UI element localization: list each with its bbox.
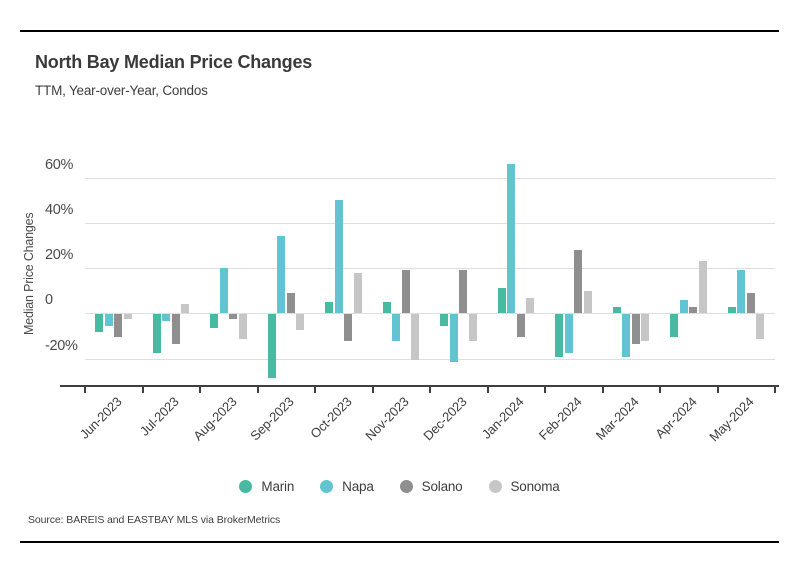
gridline: [85, 358, 775, 360]
bar-solano-mar-2024: [631, 314, 640, 344]
y-axis-title: Median Price Changes: [22, 212, 36, 336]
bar-napa-mar-2024: [622, 314, 631, 358]
bar-sonoma-jan-2024: [526, 297, 535, 314]
x-tick: [544, 387, 546, 393]
bar-solano-jun-2023: [114, 314, 123, 337]
bottom-divider: [20, 541, 779, 543]
x-tick: [256, 387, 259, 393]
bar-sonoma-may-2024: [756, 314, 765, 340]
x-tick: [601, 387, 604, 393]
bar-solano-dec-2023: [459, 270, 468, 314]
bar-marin-apr-2024: [670, 314, 678, 337]
bar-marin-mar-2024: [612, 306, 621, 314]
bar-sonoma-mar-2024: [641, 314, 650, 342]
bar-napa-jul-2023: [162, 314, 171, 322]
bar-marin-jun-2023: [95, 314, 103, 333]
top-divider: [20, 30, 779, 32]
gridline: [85, 177, 775, 179]
bar-napa-sep-2023: [277, 236, 286, 314]
bar-marin-oct-2023: [325, 302, 333, 314]
bar-sonoma-dec-2023: [468, 314, 477, 342]
bar-solano-feb-2024: [574, 250, 583, 314]
bar-marin-dec-2023: [440, 314, 448, 326]
bar-napa-apr-2024: [679, 299, 688, 314]
bar-marin-aug-2023: [210, 314, 218, 328]
x-tick: [486, 387, 489, 393]
bar-solano-sep-2023: [286, 292, 295, 314]
chart-subtitle: TTM, Year-over-Year, Condos: [35, 83, 208, 98]
bar-napa-aug-2023: [219, 268, 228, 314]
x-tick: [141, 387, 144, 393]
bar-napa-jun-2023: [104, 314, 113, 326]
x-tick: [84, 387, 86, 393]
bar-marin-jul-2023: [152, 314, 161, 353]
x-tick: [774, 387, 776, 393]
bar-sonoma-sep-2023: [296, 314, 305, 331]
bar-solano-jan-2024: [516, 314, 525, 337]
y-tick-label: 60%: [45, 156, 74, 173]
bar-solano-may-2024: [746, 292, 755, 314]
gridline: [85, 222, 775, 224]
legend-swatch-napa: [320, 480, 334, 493]
bar-napa-nov-2023: [392, 314, 401, 342]
x-tick: [199, 387, 201, 393]
x-tick: [659, 387, 661, 393]
legend-swatch-marin: [239, 480, 253, 493]
bar-solano-nov-2023: [401, 270, 410, 314]
x-tick: [429, 387, 431, 393]
bar-marin-jan-2024: [497, 288, 506, 314]
chart-title: North Bay Median Price Changes: [35, 52, 313, 72]
bar-sonoma-feb-2024: [583, 290, 592, 314]
source-note: Source: BAREIS and EASTBAY MLS via Broke…: [28, 514, 281, 526]
legend-label: Solano: [421, 479, 463, 494]
bar-marin-feb-2024: [555, 314, 563, 358]
legend-item-marin: Marin: [239, 479, 294, 494]
bar-sonoma-oct-2023: [353, 272, 362, 314]
y-tick-label: 40%: [45, 201, 74, 218]
bar-sonoma-jun-2023: [123, 314, 132, 319]
legend-swatch-solano: [399, 480, 413, 493]
legend-label: Napa: [342, 479, 374, 494]
bar-marin-may-2024: [727, 306, 736, 314]
y-tick-label: 0: [45, 292, 53, 309]
bar-sonoma-aug-2023: [238, 314, 247, 340]
bar-sonoma-apr-2024: [698, 261, 707, 314]
bar-napa-feb-2024: [564, 314, 573, 353]
gridline: [85, 268, 775, 270]
legend-label: Marin: [261, 479, 295, 494]
bar-napa-oct-2023: [334, 200, 343, 314]
bar-solano-aug-2023: [229, 314, 238, 319]
bar-napa-jan-2024: [507, 164, 516, 314]
legend-item-solano: Solano: [399, 479, 463, 494]
legend: Marin Napa Solano Sonoma: [0, 479, 799, 494]
x-tick: [314, 387, 316, 393]
x-axis-line: [60, 385, 779, 387]
bar-napa-may-2024: [737, 270, 746, 314]
y-tick-label: -20%: [45, 337, 78, 354]
bar-marin-nov-2023: [382, 302, 391, 314]
legend-item-sonoma: Sonoma: [488, 479, 560, 494]
y-tick-label: 20%: [45, 247, 74, 264]
bar-solano-jul-2023: [171, 314, 180, 344]
plot-area: [85, 155, 775, 388]
legend-item-napa: Napa: [320, 479, 374, 494]
bar-sonoma-jul-2023: [181, 304, 190, 314]
x-tick: [716, 387, 719, 393]
legend-swatch-sonoma: [488, 480, 502, 493]
gridline: [85, 313, 775, 315]
bar-solano-oct-2023: [344, 314, 353, 342]
bar-sonoma-nov-2023: [411, 314, 420, 360]
x-tick: [371, 387, 374, 393]
bar-napa-dec-2023: [449, 314, 458, 362]
bar-solano-apr-2024: [689, 306, 698, 314]
bar-marin-sep-2023: [267, 314, 276, 378]
legend-label: Sonoma: [510, 479, 560, 494]
